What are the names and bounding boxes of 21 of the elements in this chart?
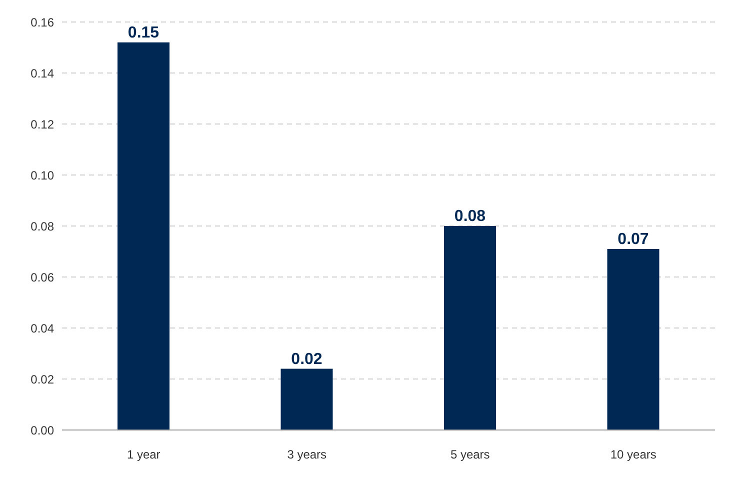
data-label: 0.15 [128,24,160,42]
y-tick-label: 0.04 [30,321,54,336]
y-tick-label: 0.00 [30,423,54,438]
data-label: 0.07 [618,230,649,248]
bar [280,368,333,430]
data-label: 0.08 [454,208,486,225]
bar [118,42,170,430]
y-tick-label: 0.06 [30,270,54,284]
bar [607,248,660,430]
y-tick-label: 0.02 [30,372,54,386]
x-tick-label: 5 years [450,448,490,462]
x-tick-label: 10 years [610,448,656,462]
y-tick-label: 0.16 [30,15,54,30]
data-label: 0.02 [291,350,322,368]
y-tick-label: 0.12 [30,117,54,132]
y-tick-label: 0.10 [30,168,54,182]
x-tick-label: 3 years [287,448,327,462]
y-tick-label: 0.14 [30,66,54,80]
x-tick-label: 1 year [126,448,160,462]
y-tick-label: 0.08 [30,219,54,234]
bar [444,226,496,430]
